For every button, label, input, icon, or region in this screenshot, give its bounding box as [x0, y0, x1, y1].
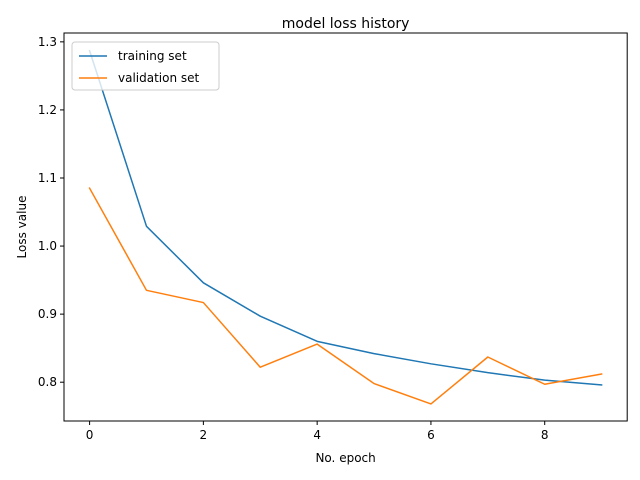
y-axis-ticks: 0.8 0.9 1.0 1.1 1.2 1.3 [38, 35, 64, 389]
series-line-validation [88, 187, 603, 405]
x-tick-label: 0 [86, 428, 94, 442]
axes-frame [63, 32, 628, 422]
y-tick-label: 1.1 [38, 171, 57, 185]
series-line-training [88, 49, 603, 386]
y-tick-label: 0.8 [38, 375, 57, 389]
x-axis-label: No. epoch [315, 451, 375, 465]
x-tick-label: 6 [427, 428, 435, 442]
legend-label-validation: validation set [118, 71, 200, 85]
legend: training set validation set [71, 41, 220, 91]
x-axis-ticks: 0 2 4 6 8 [86, 421, 549, 442]
x-tick-label: 2 [200, 428, 208, 442]
y-axis-label: Loss value [15, 196, 29, 259]
y-tick-label: 1.0 [38, 239, 57, 253]
legend-box [71, 41, 220, 91]
x-tick-label: 8 [541, 428, 549, 442]
series-lines [88, 49, 603, 405]
x-tick-label: 4 [313, 428, 321, 442]
y-tick-label: 1.2 [38, 103, 57, 117]
chart-title: model loss history [282, 16, 410, 32]
y-tick-label: 0.9 [38, 307, 57, 321]
legend-label-training: training set [118, 49, 187, 63]
y-tick-label: 1.3 [38, 35, 57, 49]
plot-area [63, 32, 628, 422]
